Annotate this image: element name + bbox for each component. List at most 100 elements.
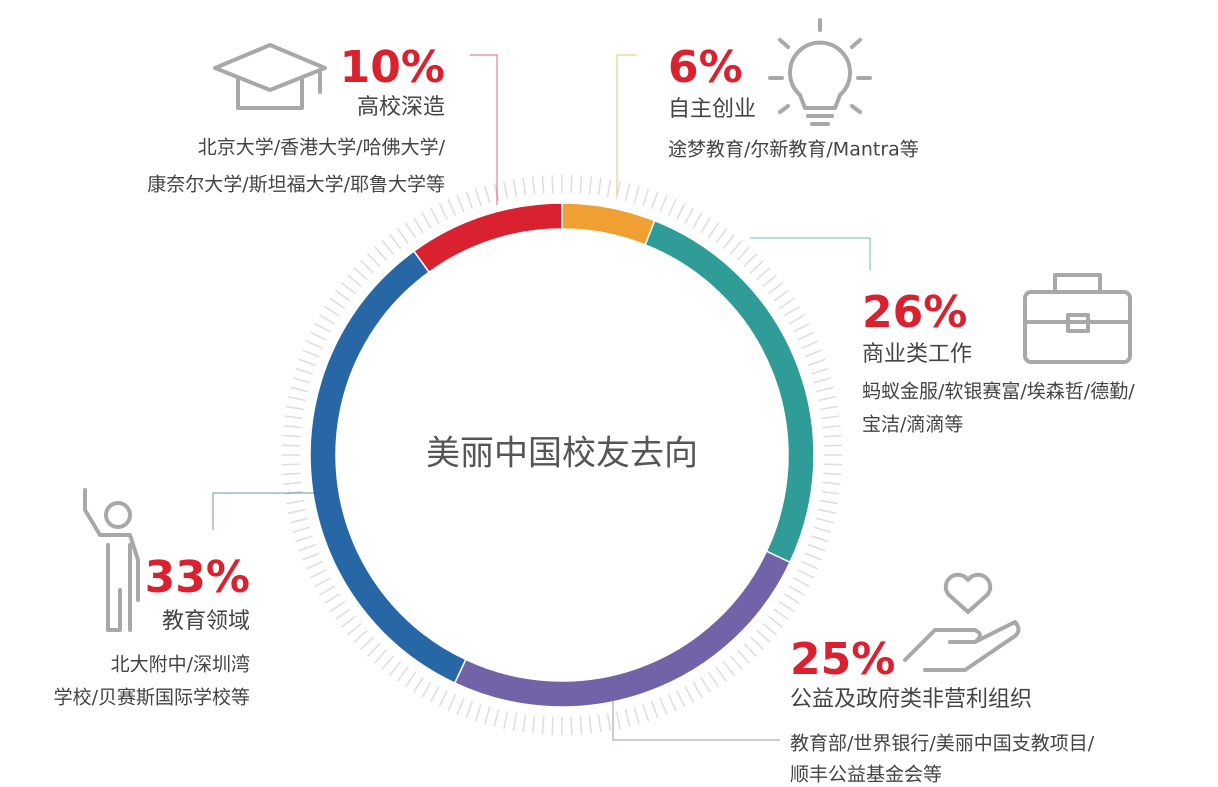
ring-tick [659,697,668,715]
ring-tick [353,267,368,281]
icon-briefcase [1023,273,1132,364]
ring-tick [700,217,712,234]
value-label: 10% [340,42,445,93]
ring-tick [404,671,417,688]
ring-tick [821,415,840,420]
ring-tick [801,560,819,570]
ring-tick [541,175,545,194]
ring-tick [801,340,819,350]
ring-tick [290,386,308,393]
ring-tick [667,694,677,712]
ring-tick [302,349,320,358]
ring-tick [700,676,712,693]
ring-tick [282,463,301,466]
ring-tick [792,322,810,333]
ring-tick [606,179,612,198]
ring-tick [624,709,631,727]
ring-tick [810,535,829,543]
ring-tick [819,499,838,505]
description: 教育部/世界银行/美丽中国支教项目/ [790,733,1095,755]
donut-segment [561,202,656,246]
value-label: 6% [668,42,743,93]
ring-tick [340,615,357,628]
category-label: 高校深造 [357,95,445,120]
ring-tick [778,297,795,310]
ring-tick [579,716,583,735]
ring-tick [804,552,822,561]
ring-tick [305,560,323,570]
ring-tick [324,593,341,605]
category-label: 公益及政府类非营利组织 [790,687,1032,712]
donut-segment [412,202,563,274]
ring-tick [551,716,554,735]
ring-tick [366,253,381,268]
value-label: 25% [790,634,895,685]
icon-heart-hand [903,572,1021,672]
ring-tick [813,526,832,533]
ring-tick [447,198,457,216]
description: 学校/贝赛斯国际学校等 [54,687,250,709]
leader-line [212,492,320,530]
ring-tick [823,472,842,476]
description: 北大附中/深圳湾 [111,654,250,676]
ring-tick [493,709,500,727]
ring-tick [767,615,784,628]
category-label: 教育领域 [162,609,250,634]
ring-tick [389,233,402,250]
ring-tick [456,195,465,213]
ring-tick [282,444,301,447]
ring-tick [819,405,838,411]
ring-tick [295,535,314,543]
ring-tick [298,543,317,552]
ring-tick [360,636,375,651]
ring-tick [788,314,805,325]
ring-tick [438,690,448,707]
ring-tick [783,305,800,317]
ring-tick [429,207,440,225]
ring-tick [284,415,303,420]
ring-tick [722,660,735,677]
ring-tick [749,636,764,651]
ring-tick [676,690,686,707]
leader-line [750,237,871,270]
ring-tick [374,649,388,664]
ring-tick [650,700,659,719]
donut-segment [644,219,815,564]
ring-tick [743,642,758,657]
ring-tick [484,185,491,204]
ring-tick [606,712,612,731]
category-label: 自主创业 [668,97,756,122]
ring-tick [715,666,728,682]
ring-tick [290,517,308,524]
ring-tick [615,180,621,199]
ring-tick [421,681,432,698]
ring-tick [707,671,720,688]
ring-tick [642,703,650,722]
ring-tick [692,681,703,698]
ring-tick [404,222,417,239]
ring-tick [287,396,306,402]
ring-tick [335,608,351,621]
ring-tick [729,240,743,255]
ring-tick [823,444,842,447]
leader-line [470,54,498,205]
ring-tick [804,349,822,358]
ring-tick [319,314,336,325]
ring-tick [531,176,536,195]
ring-tick [465,700,474,719]
ring-tick [310,331,327,341]
ring-tick [778,600,795,613]
ring-tick [633,706,640,725]
ring-tick [715,228,728,244]
icon-lightbulb [768,18,872,126]
ring-tick [783,593,800,605]
ring-tick [474,703,482,722]
ring-tick [335,289,351,302]
ring-tick [749,259,764,274]
ring-tick [813,377,832,384]
ring-tick [340,282,357,295]
ring-tick [551,175,554,194]
value-label: 33% [145,552,250,603]
ring-tick [396,228,409,244]
donut-segment [453,550,792,708]
